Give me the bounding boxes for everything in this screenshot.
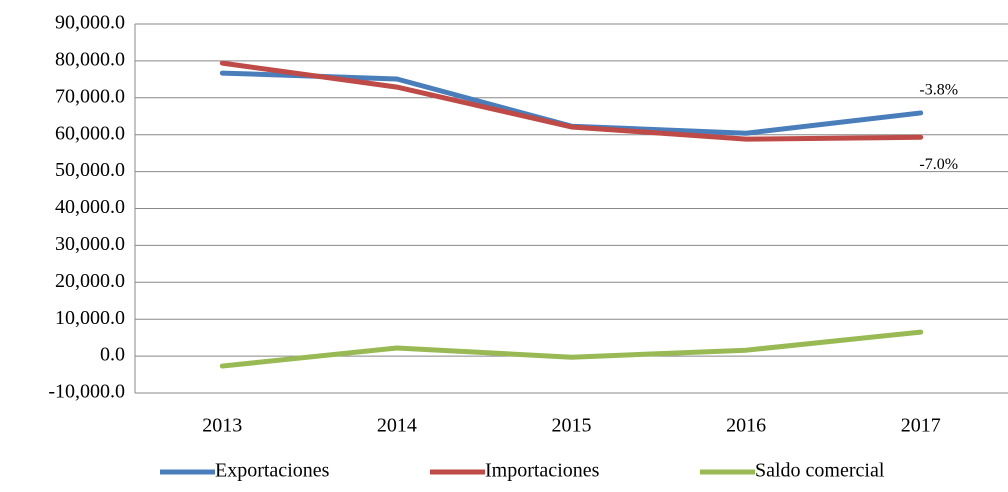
y-tick-label: 40,000.0 — [55, 196, 125, 218]
y-tick-label: 0.0 — [100, 344, 125, 366]
annotation: -7.0% — [919, 156, 958, 173]
y-tick-label: 70,000.0 — [55, 85, 125, 107]
legend-label: Saldo comercial — [755, 460, 885, 482]
line-series — [219, 329, 924, 369]
legend-label: Importaciones — [485, 460, 600, 482]
line-series — [219, 60, 924, 142]
x-tick-label: 2015 — [552, 415, 592, 437]
y-tick-label: 20,000.0 — [55, 270, 125, 292]
y-tick-label: 30,000.0 — [55, 233, 125, 255]
annotation: -3.8% — [919, 82, 958, 99]
y-tick-label: 10,000.0 — [55, 307, 125, 329]
x-tick-label: 2013 — [202, 415, 242, 437]
y-tick-label: 60,000.0 — [55, 122, 125, 144]
y-tick-label: 90,000.0 — [55, 12, 125, 34]
x-tick-label: 2016 — [726, 415, 766, 437]
line-series — [219, 70, 924, 136]
y-tick-label: 50,000.0 — [55, 159, 125, 181]
y-tick-label: 80,000.0 — [55, 48, 125, 70]
x-tick-label: 2014 — [377, 415, 417, 437]
y-tick-label: -10,000.0 — [48, 381, 125, 403]
x-tick-label: 2017 — [901, 415, 941, 437]
legend-label: Exportaciones — [215, 460, 330, 482]
